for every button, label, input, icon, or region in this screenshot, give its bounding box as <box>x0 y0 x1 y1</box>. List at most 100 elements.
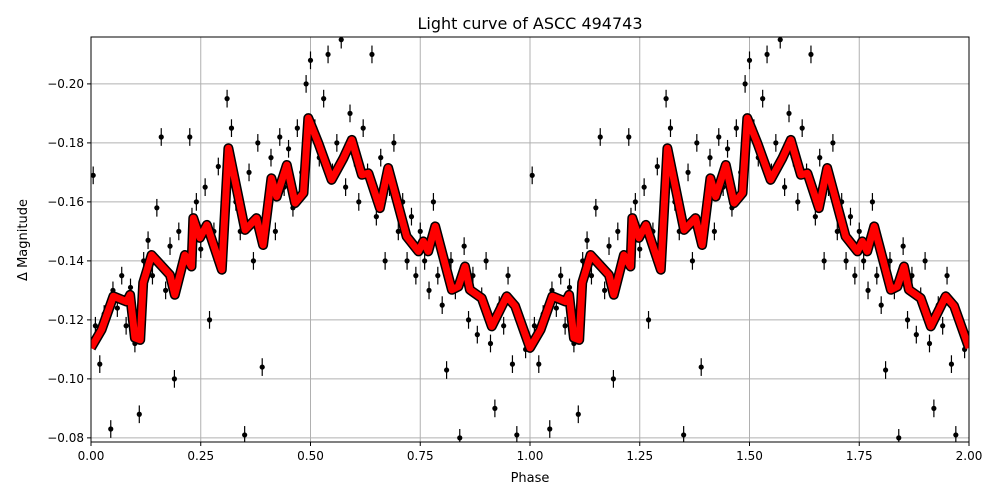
data-point <box>812 214 818 220</box>
data-point <box>413 273 419 279</box>
data-point <box>865 287 871 293</box>
data-point <box>158 134 164 140</box>
data-point <box>255 140 261 146</box>
y-tick-label: −0.20 <box>47 77 84 91</box>
data-point <box>123 323 129 329</box>
data-point <box>176 228 182 234</box>
data-point <box>575 411 581 417</box>
data-point <box>294 125 300 131</box>
data-point <box>874 273 880 279</box>
data-point <box>483 258 489 264</box>
data-point <box>904 317 911 323</box>
data-point <box>303 81 309 87</box>
y-tick-label: −0.08 <box>47 431 84 445</box>
data-point <box>698 364 704 370</box>
data-point <box>856 228 862 234</box>
data-point <box>948 361 955 367</box>
data-point <box>821 258 827 264</box>
data-point <box>597 134 603 140</box>
data-point <box>760 96 766 102</box>
data-point <box>382 258 388 264</box>
data-point <box>163 287 169 293</box>
data-point <box>773 140 779 146</box>
data-point <box>654 163 660 170</box>
data-point <box>562 323 568 329</box>
data-point <box>553 305 559 311</box>
data-point <box>953 432 959 438</box>
data-point <box>277 134 283 140</box>
data-point <box>108 426 114 432</box>
data-point <box>443 367 450 373</box>
data-point <box>558 273 564 279</box>
data-point <box>645 317 652 323</box>
data-point <box>404 258 410 264</box>
data-point <box>307 57 314 63</box>
data-point <box>799 125 805 131</box>
data-point <box>215 163 221 170</box>
data-point <box>338 37 344 43</box>
data-point <box>896 435 902 441</box>
x-tick-label: 1.75 <box>846 449 873 463</box>
data-point <box>272 228 278 234</box>
data-point <box>878 302 884 308</box>
data-point <box>127 284 134 291</box>
x-tick-label: 2.00 <box>956 449 983 463</box>
data-point <box>119 273 125 279</box>
data-point <box>228 125 235 131</box>
data-point <box>408 214 415 220</box>
data-point <box>285 146 292 152</box>
y-tick-label: −0.10 <box>47 372 84 386</box>
data-point <box>716 134 722 140</box>
x-tick-label: 0.00 <box>78 449 105 463</box>
data-point <box>250 258 257 264</box>
data-point <box>733 125 739 131</box>
data-point <box>334 140 340 146</box>
data-point <box>465 317 472 323</box>
data-point <box>900 243 906 249</box>
data-point <box>92 323 98 329</box>
data-point <box>663 96 669 102</box>
model-curve <box>91 114 969 352</box>
data-point <box>615 228 621 234</box>
y-tick-label: −0.16 <box>47 195 84 209</box>
data-point <box>422 258 428 264</box>
data-point <box>514 432 520 438</box>
data-point <box>268 155 274 161</box>
data-point <box>461 243 467 249</box>
data-point <box>136 411 142 417</box>
data-point <box>391 140 397 146</box>
data-point <box>632 199 638 205</box>
data-point <box>360 125 366 131</box>
data-point <box>531 323 537 329</box>
x-tick-label: 1.00 <box>517 449 544 463</box>
data-point <box>782 184 788 190</box>
data-point <box>667 125 674 131</box>
data-point <box>584 237 590 243</box>
data-point <box>246 169 252 175</box>
data-point <box>347 110 353 116</box>
data-point <box>817 155 823 161</box>
data-point <box>931 405 937 411</box>
data-point <box>610 376 617 382</box>
data-point <box>509 361 516 367</box>
data-point <box>861 258 867 264</box>
x-tick-label: 1.25 <box>626 449 653 463</box>
data-point <box>940 323 946 329</box>
x-axis-label: Phase <box>511 471 550 486</box>
data-point <box>206 317 213 323</box>
data-point <box>501 323 507 329</box>
data-point <box>242 432 248 438</box>
data-point <box>795 199 801 205</box>
data-point <box>373 214 379 220</box>
data-point <box>637 246 643 252</box>
data-point <box>145 237 151 243</box>
data-point <box>685 169 691 175</box>
data-point <box>198 246 204 252</box>
data-point <box>588 273 595 279</box>
data-point <box>882 367 889 373</box>
chart-title: Light curve of ASCC 494743 <box>417 14 642 33</box>
data-point <box>417 228 423 234</box>
data-point <box>167 243 173 249</box>
data-point <box>435 273 441 279</box>
data-point <box>764 51 770 58</box>
